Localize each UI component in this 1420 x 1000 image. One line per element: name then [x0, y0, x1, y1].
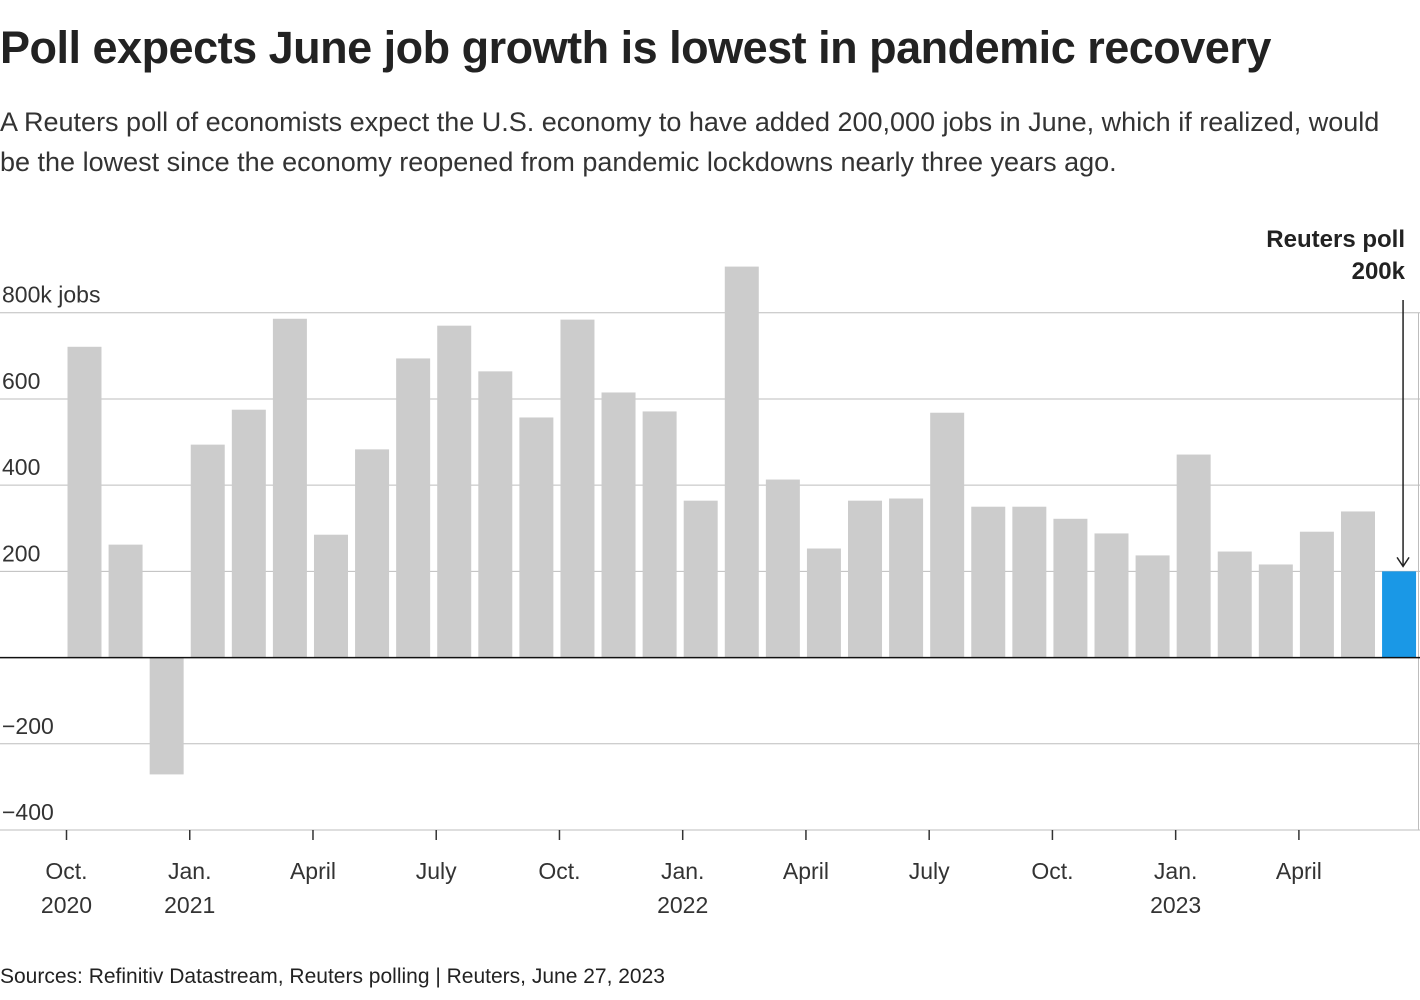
- source-note: Sources: Refinitiv Datastream, Reuters p…: [0, 965, 665, 988]
- x-tick-label: Jan. 2022: [657, 858, 709, 918]
- bar: [1053, 518, 1088, 658]
- y-tick-label: 600: [2, 368, 40, 394]
- bar: [1176, 454, 1211, 658]
- bar: [765, 479, 800, 658]
- bar: [478, 371, 513, 658]
- bar: [355, 449, 390, 658]
- bar: [806, 548, 841, 658]
- bar: [601, 392, 636, 658]
- bar: [396, 358, 431, 658]
- bar: [1135, 555, 1170, 658]
- bar: [642, 411, 677, 658]
- x-tick-label: April: [289, 858, 336, 884]
- bar: [313, 534, 348, 658]
- chart-title: Poll expects June job growth is lowest i…: [0, 22, 1271, 73]
- x-tick-label: July: [908, 858, 950, 884]
- y-tick-label: 800k jobs: [2, 282, 100, 308]
- bar: [519, 417, 554, 658]
- bar: [971, 506, 1006, 658]
- bar: [1299, 531, 1334, 658]
- bar: [683, 500, 718, 658]
- bar: [889, 498, 924, 658]
- annotation-arrowhead: [1396, 556, 1410, 568]
- x-tick-label: Oct.: [1031, 858, 1074, 884]
- y-tick-label: −400: [2, 799, 54, 825]
- x-tick-label: April: [782, 858, 829, 884]
- bar: [1012, 506, 1047, 658]
- x-tick-label: April: [1275, 858, 1322, 884]
- annotation: Reuters poll: [1266, 226, 1405, 253]
- chart: −400 −200 200 400 600 800k jobs Reuters poll 20…: [0, 226, 1420, 840]
- bar: [108, 544, 143, 658]
- bar: [1094, 533, 1129, 658]
- bar: [1340, 511, 1375, 658]
- bar: [1217, 551, 1252, 658]
- bar: [848, 500, 883, 658]
- x-tick-label: Oct. 2020: [40, 858, 93, 918]
- y-tick-label: −200: [2, 713, 54, 739]
- y-tick-label: 400: [2, 454, 40, 480]
- chart-subtitle: A Reuters poll of economists expect the …: [0, 107, 1380, 177]
- bar: [272, 318, 307, 658]
- bar: [67, 346, 102, 658]
- x-tick-label: Jan. 2021: [164, 858, 216, 918]
- x-tick-label: July: [415, 858, 457, 884]
- annotation: 200k: [1352, 258, 1406, 285]
- bar: [190, 444, 225, 658]
- bar: [724, 266, 759, 658]
- bar: [231, 409, 266, 658]
- bar: [149, 657, 184, 775]
- bar: [1382, 571, 1417, 658]
- bar: [437, 325, 472, 658]
- bar: [930, 412, 965, 658]
- bar: [560, 319, 595, 658]
- x-tick-label: Jan. 2023: [1150, 858, 1202, 918]
- bar: [1258, 564, 1293, 658]
- y-tick-label: 200: [2, 540, 40, 566]
- x-tick-label: Oct.: [538, 858, 581, 884]
